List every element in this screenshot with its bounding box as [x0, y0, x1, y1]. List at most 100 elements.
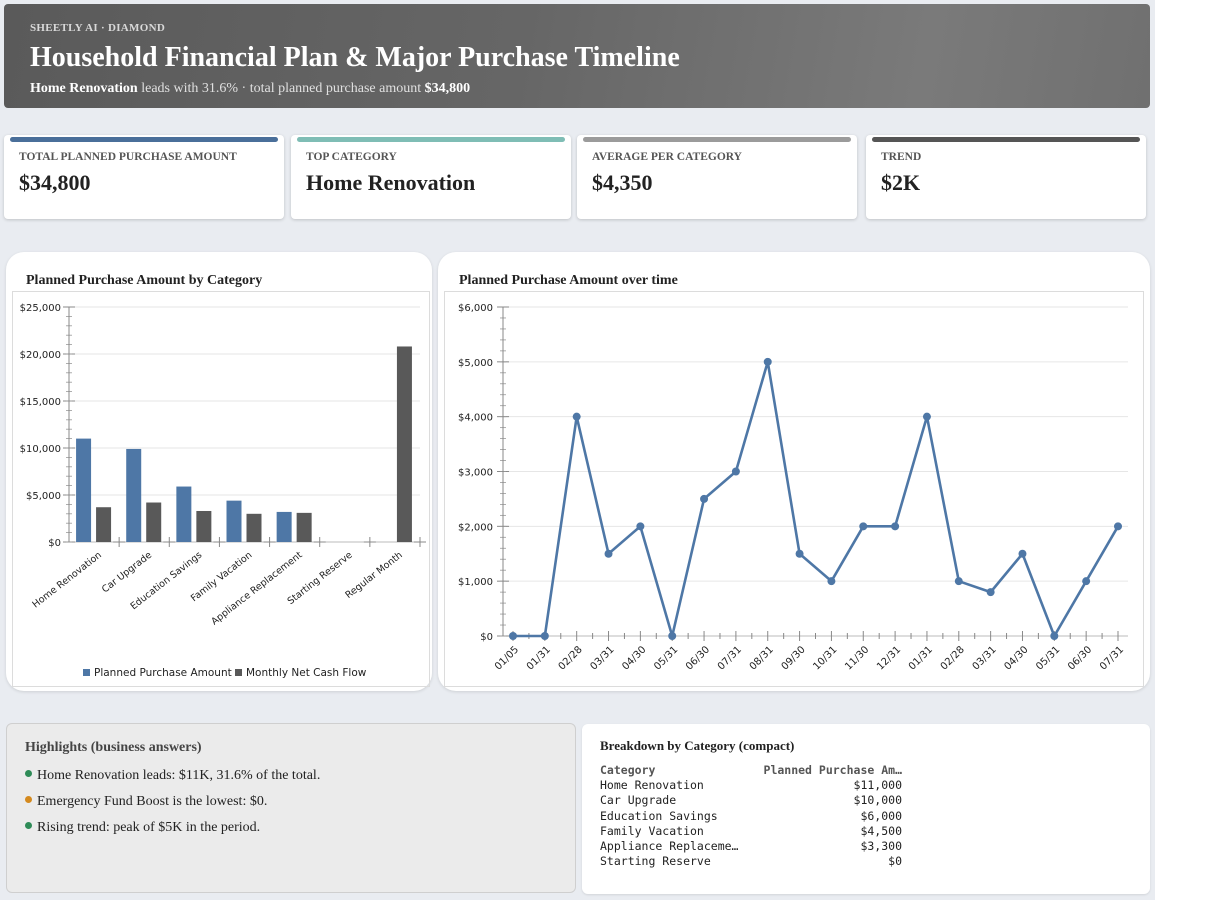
x-tick-label: 07/31: [1098, 644, 1126, 672]
y-tick-label: $4,000: [458, 413, 493, 424]
bar: [226, 500, 242, 542]
line-chart-frame: $0 $1,000 $2,000 $3,000 $4,000 $5,000 $6,000 01…: [444, 291, 1144, 687]
table-row: Education Savings $6,000: [600, 809, 902, 824]
kpi-card-total: TOTAL PLANNED PURCHASE AMOUNT $34,800: [4, 135, 284, 219]
subtitle-lead: Home Renovation: [30, 81, 138, 96]
kpi-card-trend: TREND $2K: [866, 135, 1146, 219]
highlights-panel: Highlights (business answers) Home Renov…: [6, 723, 576, 893]
kpi-label: AVERAGE PER CATEGORY: [592, 151, 742, 163]
y-tick-label: $3,000: [458, 468, 493, 479]
highlight-item: Home Renovation leads: $11K, 31.6% of th…: [25, 768, 320, 784]
table-cell: $6,000: [860, 808, 902, 823]
table-cell: $11,000: [853, 778, 902, 793]
data-point: [700, 494, 709, 503]
kpi-value: $2K: [881, 170, 921, 195]
bar: [96, 507, 112, 542]
y-tick-label: $5,000: [458, 358, 493, 369]
y-tick-label: $0: [48, 538, 61, 549]
data-point: [1082, 577, 1091, 586]
highlight-text: Rising trend: peak of $5K in the period.: [37, 820, 261, 835]
bullet-dot: [25, 796, 32, 803]
legend-label: Monthly Net Cash Flow: [246, 667, 367, 679]
y-tick-label: $1,000: [458, 577, 493, 588]
y-tick-label: $5,000: [26, 491, 61, 502]
kpi-label: TREND: [881, 151, 922, 163]
legend-swatch: [83, 669, 90, 676]
table-cell: Appliance Replaceme…: [600, 839, 739, 854]
subtitle-middle: leads with 31.6% · total planned purchas…: [137, 81, 425, 96]
dashboard-canvas: SHEETLY AI · DIAMOND Household Financial…: [0, 0, 1155, 900]
y-tick-label: $2,000: [458, 522, 493, 533]
data-point: [954, 577, 963, 586]
bar: [76, 438, 92, 542]
data-point: [731, 467, 740, 476]
x-tick-label: 11/30: [843, 644, 871, 672]
table-row: Home Renovation $11,000: [600, 778, 902, 793]
x-tick-label: 01/31: [525, 644, 553, 672]
data-point: [891, 522, 900, 531]
x-tick-label: Car Upgrade: [100, 550, 154, 596]
x-tick-label: 04/30: [1002, 644, 1030, 672]
highlight-item: Emergency Fund Boost is the lowest: $0.: [25, 794, 267, 810]
kpi-card-top-category: TOP CATEGORY Home Renovation: [291, 135, 571, 219]
kpi-card-average: AVERAGE PER CATEGORY $4,350: [577, 135, 857, 219]
x-tick-label: Home Renovation: [30, 550, 103, 611]
kpi-accent-bar: [297, 137, 565, 142]
kpi-accent-bar: [872, 137, 1140, 142]
highlights-title: Highlights (business answers): [25, 740, 202, 755]
y-tick-label: $10,000: [20, 444, 61, 455]
table-cell: Education Savings: [600, 808, 718, 823]
table-row: Appliance Replaceme… $3,300: [600, 839, 902, 854]
x-tick-label: 06/30: [684, 644, 712, 672]
bar: [176, 486, 192, 542]
bar-chart-svg: $0 $5,000 $10,000 $15,000 $20,000 $25,000 Home…: [20, 303, 426, 679]
bar: [246, 513, 262, 542]
table-cell: $3,300: [860, 839, 902, 854]
x-tick-label: 05/31: [1034, 644, 1062, 672]
kpi-value: $34,800: [19, 170, 91, 195]
header-subtitle: Home Renovation leads with 31.6% · total…: [30, 81, 470, 97]
x-tick-label: 06/30: [1066, 644, 1094, 672]
x-tick-label: 02/28: [557, 644, 585, 672]
kpi-value: $4,350: [592, 170, 653, 195]
table-cell: Starting Reserve: [600, 854, 711, 869]
table-row: Starting Reserve $0: [600, 854, 902, 869]
data-point: [986, 588, 995, 597]
column-header: Planned Purchase Am…: [763, 763, 902, 777]
table-cell: $4,500: [860, 823, 902, 838]
bar: [296, 512, 312, 542]
highlight-text: Emergency Fund Boost is the lowest: $0.: [37, 794, 268, 809]
line-chart-title: Planned Purchase Amount over time: [459, 273, 678, 288]
legend-label: Planned Purchase Amount: [94, 667, 232, 679]
highlight-text: Home Renovation leads: $11K, 31.6% of th…: [37, 768, 321, 783]
data-point: [636, 522, 645, 531]
kpi-accent-bar: [583, 137, 851, 142]
highlight-item: Rising trend: peak of $5K in the period.: [25, 820, 260, 836]
table-row: Family Vacation $4,500: [600, 824, 902, 839]
x-tick-label: 08/31: [748, 644, 776, 672]
x-tick-label: 10/31: [811, 644, 839, 672]
x-tick-label: 07/31: [716, 644, 744, 672]
bar: [396, 346, 412, 542]
y-tick-label: $0: [480, 632, 493, 643]
x-tick-label: 12/31: [875, 644, 903, 672]
bar: [276, 511, 292, 542]
x-tick-label: 01/31: [907, 644, 935, 672]
bar: [146, 502, 162, 542]
data-point: [763, 357, 772, 366]
data-point: [1018, 549, 1027, 558]
x-tick-label: 04/30: [620, 644, 648, 672]
table-cell: Home Renovation: [600, 778, 704, 793]
y-tick-label: $25,000: [20, 303, 61, 314]
bar-chart-card: Planned Purchase Amount by Category $0 $5…: [6, 252, 432, 691]
x-tick-label: 03/31: [971, 644, 999, 672]
table-cell: Family Vacation: [600, 823, 704, 838]
y-tick-label: $15,000: [20, 397, 61, 408]
header-kicker: SHEETLY AI · DIAMOND: [30, 22, 166, 34]
data-point: [1114, 522, 1122, 531]
breakdown-panel: Breakdown by Category (compact) Category…: [582, 724, 1150, 894]
bar-chart-frame: $0 $5,000 $10,000 $15,000 $20,000 $25,000 Home…: [12, 291, 430, 687]
data-point: [668, 632, 677, 640]
bar: [126, 448, 142, 542]
table-header-row: Category Planned Purchase Am…: [600, 763, 902, 778]
